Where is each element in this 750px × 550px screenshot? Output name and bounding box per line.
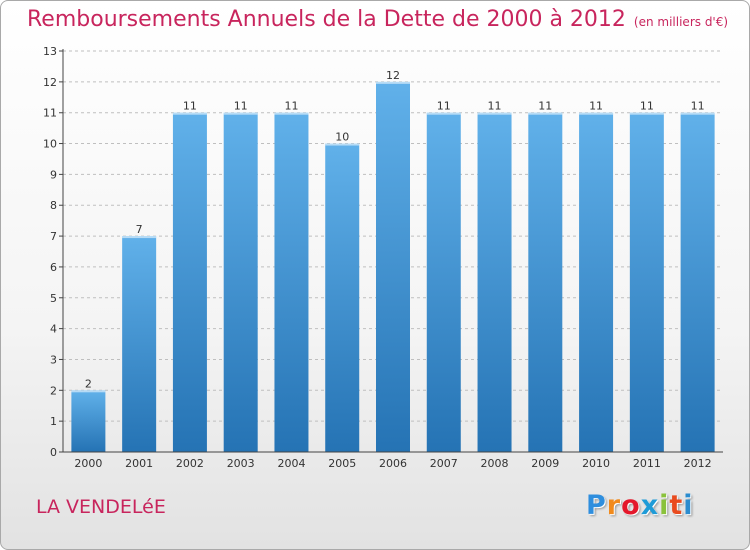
value-label-2007: 11 [437,100,451,113]
x-tick-label-2003: 2003 [227,457,255,470]
bar-highlight [426,112,461,115]
logo-letter: x [640,490,660,521]
bar-highlight [122,236,157,239]
bar-2007 [426,112,461,452]
x-tick-label-2004: 2004 [277,457,305,470]
labels-layer: 2 2000 7 2001 11 2002 11 2003 11 2004 10 2005 12 2006… [74,69,711,470]
y-tick-label: 12 [43,76,57,89]
logo-letter: r [606,490,622,521]
bar-2006 [376,81,410,452]
value-label-2009: 11 [538,100,552,113]
value-label-2006: 12 [386,69,400,82]
x-tick-label-2006: 2006 [379,457,407,470]
y-tick-label: 3 [50,353,57,366]
y-tick-label: 10 [43,138,57,151]
bar-highlight [274,112,309,115]
value-label-2002: 11 [183,100,197,113]
x-tick-label-2008: 2008 [481,457,509,470]
y-tick-label: 4 [50,323,57,336]
bar-highlight [376,81,410,84]
value-label-2004: 11 [284,100,298,113]
value-label-2011: 11 [640,100,654,113]
chart-title: Remboursements Annuels de la Dette de 20… [27,7,728,32]
logo-letter: P [586,490,607,521]
logo-letter: o [621,490,641,521]
bar-highlight [172,112,207,115]
bar-2001 [122,236,157,452]
y-tick-label: 7 [50,230,57,243]
x-tick-label-2012: 2012 [684,457,712,470]
bar-2005 [325,143,360,453]
bar-2011 [629,112,664,452]
y-tick-label: 6 [50,261,57,274]
y-tick-label: 2 [50,384,57,397]
y-tick-label: 11 [43,107,57,120]
value-label-2010: 11 [589,100,603,113]
bar-highlight [680,112,715,115]
bar-2004 [274,112,309,452]
value-label-2008: 11 [488,100,502,113]
y-tick-label: 1 [50,415,57,428]
bars-layer [71,81,715,453]
logo-letter: i [659,490,670,521]
x-tick-label-2011: 2011 [633,457,661,470]
x-tick-label-2009: 2009 [531,457,559,470]
bar-2010 [579,112,614,452]
bar-2002 [172,112,207,452]
bar-2009 [528,112,563,452]
value-label-2001: 7 [136,223,143,236]
logo-letter: i [683,490,694,521]
value-label-2005: 10 [335,131,349,144]
y-tick-label: 0 [50,446,57,459]
y-tick-label: 13 [43,45,57,58]
x-tick-label-2002: 2002 [176,457,204,470]
bar-highlight [71,390,106,393]
x-tick-label-2010: 2010 [582,457,610,470]
y-tick-label: 8 [50,199,57,212]
bar-2012 [680,112,715,452]
bar-highlight [477,112,512,115]
commune-name: LA VENDELéE [36,496,166,518]
logo-letter: t [669,490,684,521]
value-label-2003: 11 [234,100,248,113]
x-tick-label-2005: 2005 [328,457,356,470]
proxiti-logo[interactable]: Proxiti [586,490,694,521]
bar-highlight [223,112,258,115]
value-label-2000: 2 [85,377,92,390]
x-tick-label-2007: 2007 [430,457,458,470]
x-tick-label-2000: 2000 [74,457,102,470]
title-main: Remboursements Annuels de la Dette de 20… [27,7,626,32]
value-label-2012: 11 [691,100,705,113]
bar-highlight [528,112,563,115]
bar-highlight [325,143,360,146]
title-unit: (en milliers d'€) [633,15,729,29]
bar-2008 [477,112,512,452]
bar-2000 [71,390,106,452]
y-tick-label: 9 [50,168,57,181]
bar-highlight [629,112,664,115]
x-tick-label-2001: 2001 [125,457,153,470]
bar-2003 [223,112,258,452]
y-tick-label: 5 [50,292,57,305]
bar-highlight [579,112,614,115]
